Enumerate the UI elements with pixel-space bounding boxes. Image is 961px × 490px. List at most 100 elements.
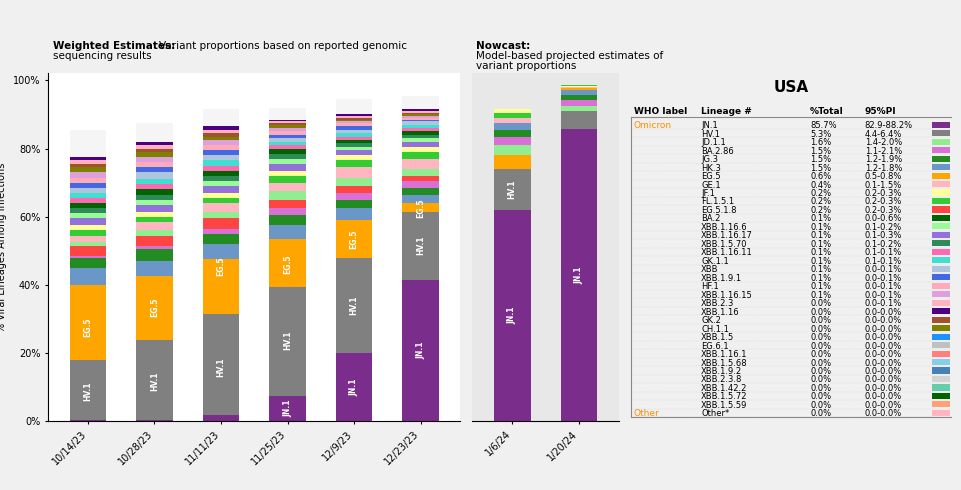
Text: 0.1-0.1%: 0.1-0.1% xyxy=(865,257,902,266)
Text: 0.1%: 0.1% xyxy=(810,240,831,249)
Bar xyxy=(932,410,949,416)
Bar xyxy=(932,368,949,373)
Bar xyxy=(403,181,439,188)
Text: HV.1: HV.1 xyxy=(416,236,425,255)
Bar xyxy=(269,135,306,138)
Bar xyxy=(335,353,372,421)
Text: 0.1%: 0.1% xyxy=(810,248,831,257)
Text: 0.2%: 0.2% xyxy=(810,189,831,198)
Bar xyxy=(932,325,949,331)
Bar xyxy=(403,188,439,195)
Bar xyxy=(136,236,173,246)
Bar xyxy=(932,291,949,297)
Bar xyxy=(69,157,107,161)
Bar xyxy=(136,190,173,195)
Bar xyxy=(136,249,173,261)
Bar xyxy=(136,145,173,148)
Text: HV.1: HV.1 xyxy=(350,295,358,315)
Bar xyxy=(494,113,530,118)
Text: JF.1: JF.1 xyxy=(702,189,715,198)
Text: 1.6%: 1.6% xyxy=(810,138,831,147)
Text: 95%PI: 95%PI xyxy=(865,106,897,116)
Bar xyxy=(335,144,372,147)
Bar xyxy=(932,257,949,264)
Bar xyxy=(269,287,306,396)
Bar xyxy=(203,150,239,155)
Text: JN.1: JN.1 xyxy=(575,267,583,284)
Bar xyxy=(69,230,107,236)
Bar xyxy=(932,274,949,280)
Text: EG.5: EG.5 xyxy=(702,172,721,181)
Bar xyxy=(494,137,530,145)
Bar xyxy=(269,154,306,159)
Bar xyxy=(403,115,439,116)
Bar xyxy=(932,181,949,187)
Bar xyxy=(932,130,949,136)
Text: Variant proportions based on reported genomic: Variant proportions based on reported ge… xyxy=(159,42,407,51)
Text: JN.1: JN.1 xyxy=(702,121,718,130)
Bar xyxy=(69,268,107,285)
Bar xyxy=(69,256,107,258)
Text: 0.0%: 0.0% xyxy=(810,384,831,393)
Text: 0.1%: 0.1% xyxy=(810,223,831,232)
Bar xyxy=(69,172,107,177)
Text: CH.1.1: CH.1.1 xyxy=(702,324,729,334)
Text: BA.2.86: BA.2.86 xyxy=(702,147,734,156)
Text: GK.2: GK.2 xyxy=(702,316,721,325)
Bar xyxy=(335,155,372,161)
Bar xyxy=(203,155,239,161)
Text: 0.1%: 0.1% xyxy=(810,274,831,283)
Bar xyxy=(269,176,306,183)
Bar xyxy=(269,183,306,191)
Bar xyxy=(932,122,949,128)
Bar xyxy=(932,393,949,399)
Text: 0.1-1.5%: 0.1-1.5% xyxy=(865,180,902,190)
Text: HV.1: HV.1 xyxy=(84,382,92,401)
Text: XBB.1.5.70: XBB.1.5.70 xyxy=(702,240,748,249)
Bar xyxy=(560,105,597,111)
Text: 0.0%: 0.0% xyxy=(810,308,831,317)
Text: EG.5.1.8: EG.5.1.8 xyxy=(702,206,737,215)
Text: JN.1: JN.1 xyxy=(283,400,292,417)
Text: 0.1%: 0.1% xyxy=(810,257,831,266)
Bar xyxy=(932,139,949,145)
Bar xyxy=(335,177,372,186)
Bar xyxy=(560,90,597,96)
Text: HF.1: HF.1 xyxy=(702,282,719,291)
Bar xyxy=(69,420,107,421)
Text: 0.0-0.6%: 0.0-0.6% xyxy=(865,215,902,223)
Text: 0.4%: 0.4% xyxy=(810,180,831,190)
Bar xyxy=(69,160,107,164)
Bar xyxy=(335,133,372,137)
Bar xyxy=(932,147,949,153)
Bar xyxy=(494,118,530,123)
Text: EG.5: EG.5 xyxy=(84,318,92,337)
Text: 0.1%: 0.1% xyxy=(810,265,831,274)
Bar xyxy=(203,133,239,137)
Bar xyxy=(203,186,239,193)
Bar xyxy=(203,126,239,130)
Bar xyxy=(269,159,306,164)
Bar xyxy=(136,340,173,420)
Text: 0.0%: 0.0% xyxy=(810,333,831,342)
Bar xyxy=(560,85,597,86)
Bar xyxy=(69,285,107,360)
Text: JD.1.1: JD.1.1 xyxy=(702,138,726,147)
Bar xyxy=(69,130,107,157)
Bar xyxy=(560,86,597,87)
Text: variant proportions: variant proportions xyxy=(476,61,576,71)
Bar xyxy=(335,161,372,167)
Bar xyxy=(932,190,949,196)
Bar xyxy=(932,172,949,179)
Bar xyxy=(136,246,173,249)
Bar xyxy=(269,124,306,128)
Text: 0.0%: 0.0% xyxy=(810,324,831,334)
Bar xyxy=(203,137,239,140)
Text: Nowcast:: Nowcast: xyxy=(476,42,530,51)
Bar xyxy=(335,130,372,133)
Text: XBB.2.3.8: XBB.2.3.8 xyxy=(702,375,743,385)
Text: USA: USA xyxy=(774,80,808,96)
Bar xyxy=(136,167,173,172)
Bar xyxy=(269,191,306,200)
Bar xyxy=(335,167,372,177)
